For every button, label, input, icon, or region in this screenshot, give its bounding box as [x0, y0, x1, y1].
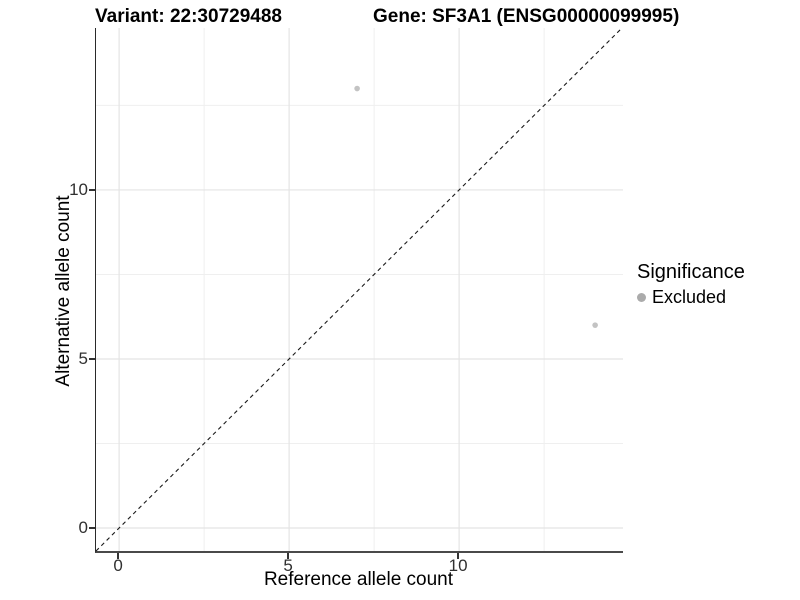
- identity-dashed-line: [95, 27, 623, 552]
- x-tick-mark: [287, 553, 289, 559]
- plot-title-variant: Variant: 22:30729488: [95, 6, 282, 27]
- y-tick-mark: [89, 358, 95, 360]
- y-axis-title: Alternative allele count: [53, 195, 74, 387]
- legend-item-excluded: Excluded: [637, 287, 745, 308]
- y-tick-label: 5: [78, 348, 88, 368]
- x-tick-label: 0: [113, 556, 123, 575]
- legend-title: Significance: [637, 261, 745, 283]
- plot-title-gene: Gene: SF3A1 (ENSG00000099995): [373, 6, 680, 27]
- y-tick-label: 0: [78, 518, 88, 537]
- data-point: [354, 85, 360, 92]
- y-tick-mark: [89, 527, 95, 529]
- x-axis-title: Reference allele count: [263, 569, 454, 590]
- scatter-plot-svg: [95, 27, 623, 552]
- x-tick-mark: [117, 553, 119, 559]
- plot-panel: [95, 27, 623, 553]
- x-tick-mark: [457, 553, 459, 559]
- x-tick-label: 5: [283, 556, 293, 575]
- legend-item-label: Excluded: [652, 287, 727, 307]
- legend: Significance Excluded: [637, 261, 745, 308]
- data-point: [592, 322, 598, 328]
- x-tick-label: 10: [448, 556, 468, 575]
- y-tick-mark: [89, 189, 95, 191]
- legend-point-icon: [637, 293, 646, 302]
- y-tick-label: 10: [69, 179, 88, 199]
